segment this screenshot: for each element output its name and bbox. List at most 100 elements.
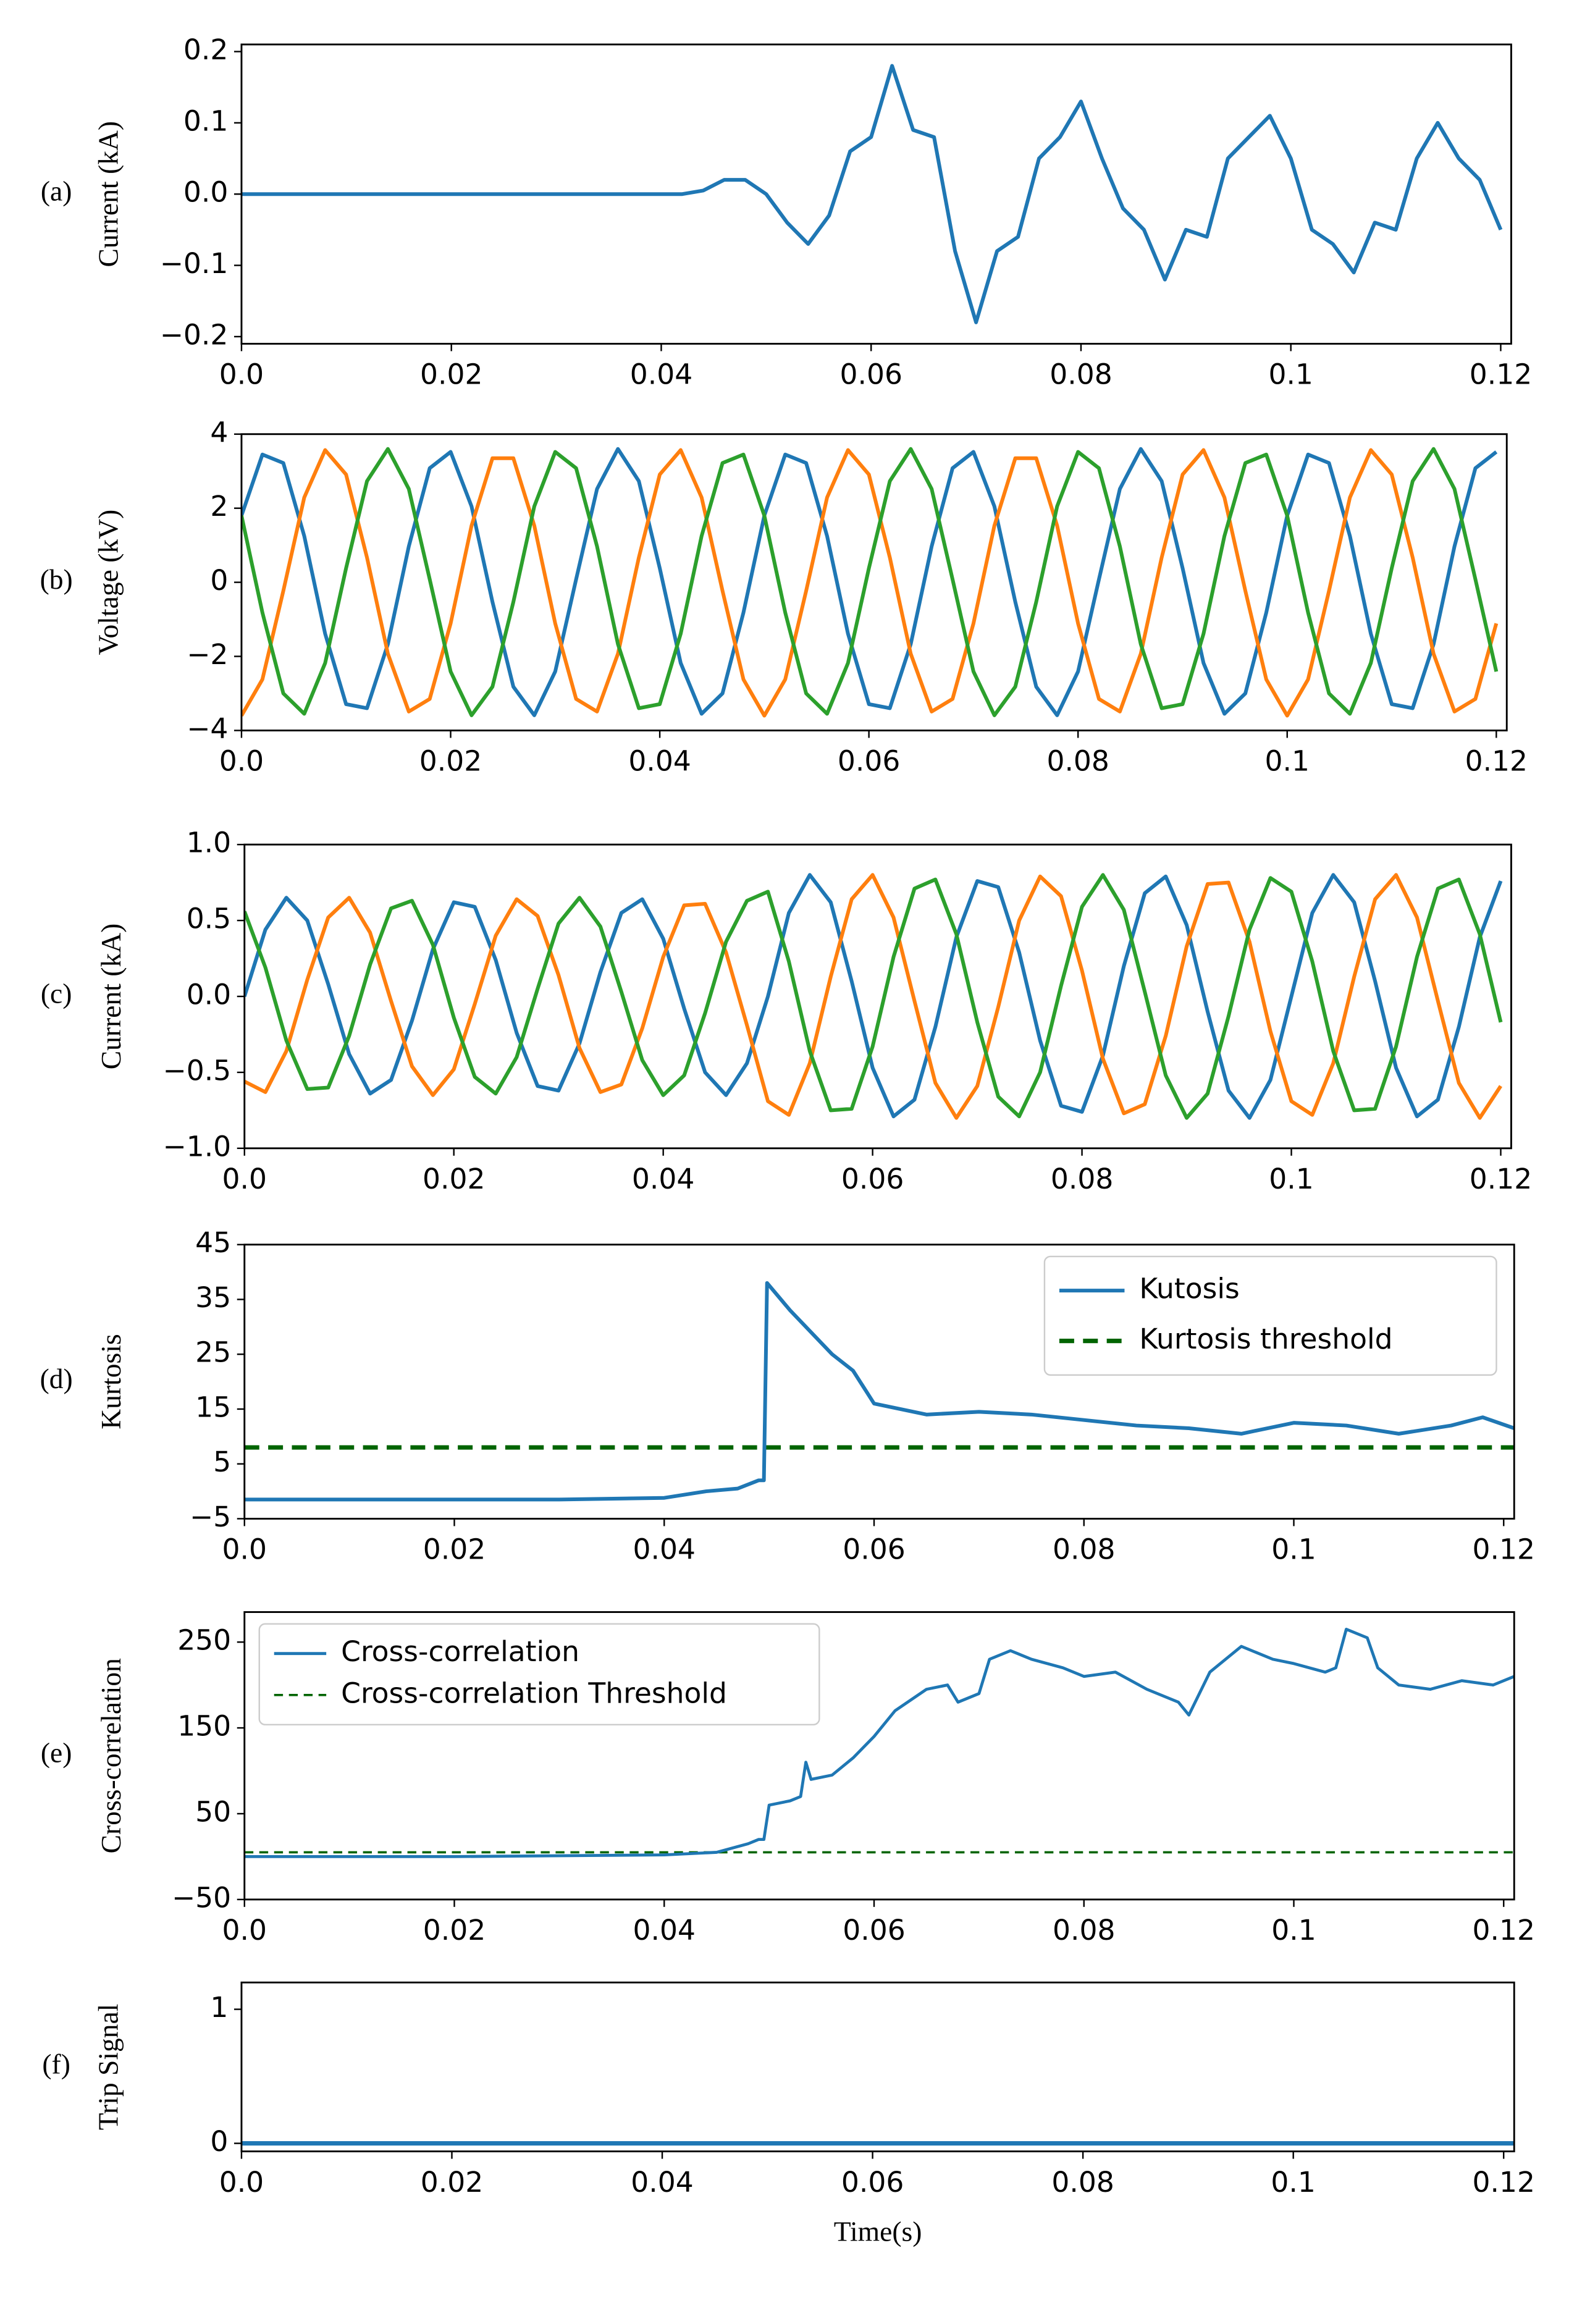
x-tick-label: 0.04 [630, 358, 692, 391]
x-tick-label: 0.12 [1470, 1163, 1532, 1195]
y-tick-label: 50 [195, 1795, 231, 1828]
y-tick-label: 0.2 [183, 33, 228, 66]
x-tick-label: 0.08 [1053, 1533, 1115, 1566]
x-tick-label: 0.04 [632, 1163, 694, 1195]
x-tick-label: 0.0 [222, 1914, 267, 1947]
x-axis-label: Time(s) [834, 2215, 922, 2247]
y-tick-label: 2 [210, 490, 228, 523]
y-tick-label: 0 [210, 2125, 228, 2158]
y-tick-label: 45 [195, 1226, 231, 1259]
plot-frame [243, 843, 1512, 1150]
x-tick-label: 0.0 [219, 745, 264, 778]
y-tick-label: −50 [172, 1881, 231, 1914]
x-tick-label: 0.04 [633, 1914, 696, 1947]
y-tick-label: 35 [195, 1281, 231, 1314]
plot-frame [240, 433, 1508, 731]
x-tick-label: 0.12 [1473, 1914, 1535, 1947]
series-line [241, 447, 1499, 717]
y-tick-label: 1.0 [187, 827, 231, 859]
series-line [244, 873, 1502, 1120]
series-line [244, 873, 1503, 1120]
x-tick-label: 0.02 [423, 1533, 486, 1566]
x-tick-label: 0.08 [1046, 745, 1109, 778]
y-tick-label: 1 [210, 1991, 228, 2024]
plot-frame [243, 1244, 1515, 1520]
panel-label: (a) [41, 175, 72, 207]
y-tick-label: 15 [195, 1391, 231, 1423]
y-tick-label: 250 [177, 1624, 231, 1657]
x-tick-label: 0.06 [839, 358, 902, 391]
x-tick-label: 0.0 [222, 1533, 267, 1566]
x-tick-label: 0.02 [423, 1163, 485, 1195]
x-tick-label: 0.0 [219, 358, 264, 391]
x-tick-label: 0.08 [1051, 2166, 1114, 2199]
y-axis-label: Current (kA) [95, 924, 127, 1070]
x-tick-label: 0.1 [1265, 745, 1310, 778]
y-tick-label: −0.5 [163, 1054, 232, 1087]
plot-frame [240, 43, 1512, 345]
x-tick-label: 0.08 [1051, 1163, 1113, 1195]
y-axis-label: Current (kA) [92, 121, 124, 267]
legend-label: Cross-correlation [341, 1635, 579, 1668]
legend-box [258, 1623, 820, 1726]
x-tick-label: 0.0 [219, 2166, 264, 2199]
y-tick-label: 0.0 [187, 978, 231, 1011]
y-tick-label: 0.1 [183, 104, 228, 137]
x-tick-label: 0.04 [631, 2166, 693, 2199]
x-tick-label: 0.02 [420, 358, 482, 391]
x-tick-label: 0.12 [1465, 745, 1528, 778]
x-tick-label: 0.1 [1271, 1914, 1316, 1947]
legend-label: Cross-correlation Threshold [341, 1677, 727, 1709]
y-axis-label: Voltage (kV) [92, 510, 124, 655]
x-tick-label: 0.04 [628, 745, 691, 778]
legend-box [1043, 1255, 1497, 1376]
x-tick-label: 0.02 [419, 745, 482, 778]
series-line [241, 448, 1499, 718]
plot-frame [240, 1981, 1515, 2153]
y-tick-label: −4 [187, 712, 228, 745]
series-line [244, 1627, 1515, 1858]
panel-label: (b) [40, 563, 73, 595]
y-tick-label: −1.0 [163, 1130, 232, 1163]
y-tick-label: 5 [213, 1446, 231, 1478]
x-tick-label: 0.12 [1472, 2166, 1534, 2199]
panel-label: (f) [42, 2048, 70, 2079]
y-tick-label: 25 [195, 1336, 231, 1369]
x-tick-label: 0.1 [1269, 1163, 1313, 1195]
y-tick-label: −5 [190, 1501, 231, 1533]
x-tick-label: 0.06 [843, 1533, 905, 1566]
series-line [244, 873, 1503, 1120]
y-tick-label: 150 [177, 1710, 231, 1743]
x-tick-label: 0.08 [1053, 1914, 1115, 1947]
y-tick-label: 4 [210, 416, 228, 448]
x-tick-label: 0.04 [633, 1533, 696, 1566]
y-tick-label: 0 [210, 564, 228, 597]
y-tick-label: 0.0 [183, 176, 228, 209]
series-line [241, 64, 1503, 324]
x-tick-label: 0.12 [1473, 1533, 1535, 1566]
y-axis-label: Trip Signal [92, 2004, 124, 2131]
legend-label: Kurtosis threshold [1139, 1323, 1392, 1355]
y-axis-label: Kurtosis [95, 1334, 127, 1429]
x-tick-label: 0.08 [1050, 358, 1112, 391]
y-tick-label: −2 [187, 638, 228, 671]
x-tick-label: 0.0 [222, 1163, 267, 1195]
y-axis-label: Cross-correlation [95, 1658, 127, 1854]
x-tick-label: 0.02 [423, 1914, 486, 1947]
x-tick-label: 0.1 [1271, 1533, 1316, 1566]
x-tick-label: 0.12 [1470, 358, 1532, 391]
x-tick-label: 0.1 [1268, 358, 1313, 391]
x-tick-label: 0.1 [1271, 2166, 1315, 2199]
panel-label: (d) [40, 1363, 73, 1394]
x-tick-label: 0.06 [838, 745, 900, 778]
x-tick-label: 0.06 [841, 2166, 904, 2199]
plot-frame [243, 1611, 1515, 1901]
panel-label: (c) [41, 977, 72, 1009]
x-tick-label: 0.02 [421, 2166, 483, 2199]
y-tick-label: 0.5 [187, 903, 231, 935]
x-tick-label: 0.06 [843, 1914, 905, 1947]
x-tick-label: 0.06 [841, 1163, 904, 1195]
panel-label: (e) [41, 1737, 72, 1769]
legend-label: Kutosis [1139, 1273, 1239, 1305]
